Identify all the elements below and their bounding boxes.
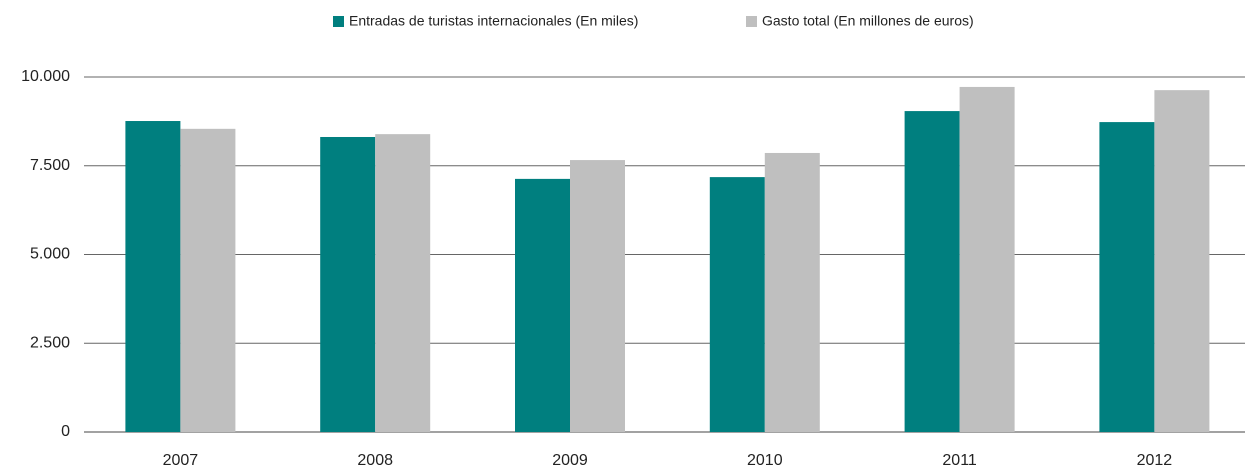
legend-label: Gasto total (En millones de euros) — [762, 13, 974, 29]
bar — [1099, 122, 1155, 433]
x-tick-label: 2010 — [747, 452, 783, 469]
bar — [1154, 90, 1210, 432]
x-tick-label: 2008 — [357, 452, 393, 469]
bar — [515, 178, 570, 432]
x-tick-label: 2011 — [942, 452, 977, 469]
bar — [959, 86, 1015, 432]
y-tick-label: 5.000 — [30, 246, 70, 263]
y-tick-label: 10.000 — [21, 68, 70, 85]
y-tick-label: 2.500 — [30, 334, 70, 351]
bar — [125, 121, 181, 433]
y-tick-label: 7.500 — [30, 157, 70, 174]
bar — [375, 134, 431, 432]
bar — [320, 136, 376, 432]
y-tick-label: 0 — [61, 423, 70, 440]
legend-swatch — [746, 16, 757, 27]
bar — [764, 152, 820, 432]
bar — [709, 177, 765, 432]
x-tick-label: 2009 — [552, 452, 588, 469]
bar — [180, 128, 236, 432]
x-tick-label: 2012 — [1137, 452, 1173, 469]
bar — [904, 111, 960, 432]
legend-label: Entradas de turistas internacionales (En… — [349, 13, 638, 29]
x-tick-label: 2007 — [163, 452, 199, 469]
bar — [570, 160, 625, 432]
legend-swatch — [333, 16, 344, 27]
